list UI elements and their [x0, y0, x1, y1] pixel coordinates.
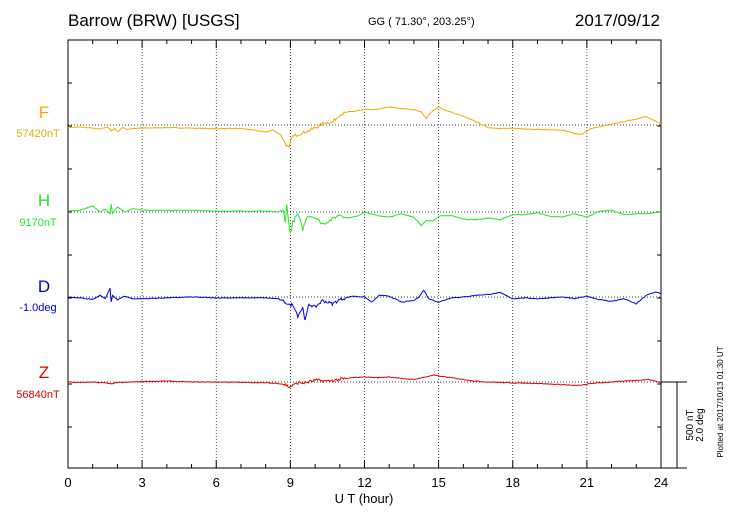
x-tick-label: 3 [139, 475, 146, 490]
series-baseline-d: -1.0deg [19, 302, 56, 314]
x-axis-title: U T (hour) [335, 491, 394, 506]
series-line-d [67, 288, 662, 321]
axis-ticks [67, 40, 662, 468]
x-tick-label: 0 [64, 475, 71, 490]
chart-date: 2017/09/12 [574, 11, 660, 30]
x-tick-label: 21 [580, 475, 594, 490]
station-title: Barrow (BRW) [USGS] [68, 11, 240, 30]
plotted-timestamp: Plotted at 2017/10/13 01:30 UT [716, 346, 725, 457]
series-labels: F 57420nT H 9170nT D -1.0deg Z 56840nT [16, 103, 60, 401]
x-tick-label: 24 [654, 475, 668, 490]
series-name-h: H [38, 191, 50, 210]
series-name-z: Z [39, 363, 49, 382]
series-baseline-z: 56840nT [16, 389, 60, 401]
series-name-f: F [39, 103, 49, 122]
series-lines [67, 106, 662, 389]
x-tick-label: 12 [357, 475, 371, 490]
scale-deg-label: 2.0 deg [695, 408, 706, 441]
series-name-d: D [38, 277, 50, 296]
x-tick-label: 6 [213, 475, 220, 490]
x-axis: 0 3 6 9 12 15 18 21 24 [64, 475, 668, 490]
series-baseline-h: 9170nT [19, 217, 57, 229]
station-coordinates: GG ( 71.30°, 203.25°) [368, 16, 475, 28]
series-line-h [67, 203, 662, 234]
scale-bar: 500 nT 2.0 deg [661, 381, 706, 469]
x-tick-label: 9 [287, 475, 294, 490]
series-baseline-f: 57420nT [16, 128, 60, 140]
series-line-f [67, 106, 662, 148]
x-tick-label: 18 [506, 475, 520, 490]
series-line-z [67, 374, 662, 389]
plot-grid [68, 40, 661, 468]
scale-nt-label: 500 nT [685, 409, 696, 440]
x-tick-label: 15 [431, 475, 445, 490]
